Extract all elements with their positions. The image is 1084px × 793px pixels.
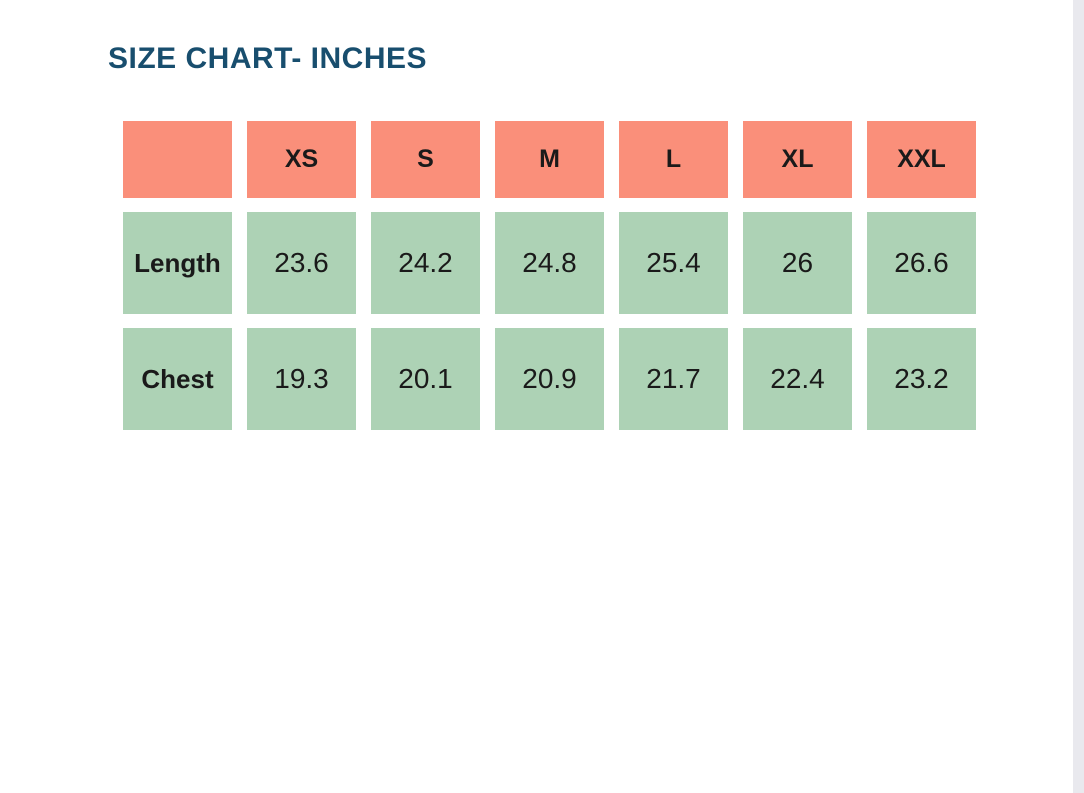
- corner-header-cell: [123, 121, 232, 198]
- size-header-xl: XL: [743, 121, 852, 198]
- size-header-l: L: [619, 121, 728, 198]
- length-value-s: 24.2: [371, 212, 480, 314]
- size-header-xxl: XXL: [867, 121, 976, 198]
- size-header-m: M: [495, 121, 604, 198]
- chest-value-m: 20.9: [495, 328, 604, 430]
- length-value-xl: 26: [743, 212, 852, 314]
- size-chart-table: XS S M L XL XXL Length 23.6 24.2 24.8 25…: [123, 121, 976, 430]
- length-value-xs: 23.6: [247, 212, 356, 314]
- chest-value-xl: 22.4: [743, 328, 852, 430]
- length-value-xxl: 26.6: [867, 212, 976, 314]
- size-header-xs: XS: [247, 121, 356, 198]
- row-label-length: Length: [123, 212, 232, 314]
- size-header-s: S: [371, 121, 480, 198]
- chest-value-s: 20.1: [371, 328, 480, 430]
- page-title: SIZE CHART- INCHES: [108, 42, 428, 75]
- length-value-m: 24.8: [495, 212, 604, 314]
- chest-value-xs: 19.3: [247, 328, 356, 430]
- vertical-scrollbar-track[interactable]: [1073, 0, 1084, 793]
- row-label-chest: Chest: [123, 328, 232, 430]
- chest-value-xxl: 23.2: [867, 328, 976, 430]
- chest-value-l: 21.7: [619, 328, 728, 430]
- length-value-l: 25.4: [619, 212, 728, 314]
